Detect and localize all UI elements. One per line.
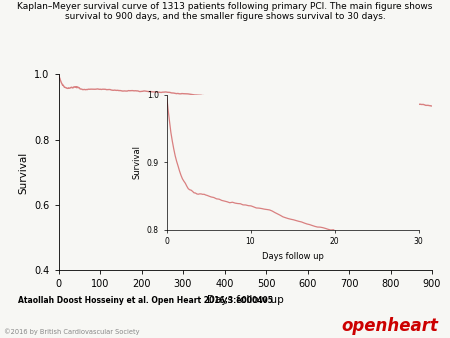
X-axis label: Days follow up: Days follow up [261,252,324,261]
Text: Ataollah Doost Hosseiny et al. Open Heart 2016;3:e000405: Ataollah Doost Hosseiny et al. Open Hear… [18,296,273,305]
X-axis label: Days follow up: Days follow up [207,295,284,305]
Text: Kaplan–Meyer survival curve of 1313 patients following primary PCI. The main fig: Kaplan–Meyer survival curve of 1313 pati… [17,2,433,21]
Y-axis label: Survival: Survival [132,145,141,179]
Text: ©2016 by British Cardiovascular Society: ©2016 by British Cardiovascular Society [4,329,140,335]
Text: openheart: openheart [342,317,439,335]
Y-axis label: Survival: Survival [18,151,29,193]
